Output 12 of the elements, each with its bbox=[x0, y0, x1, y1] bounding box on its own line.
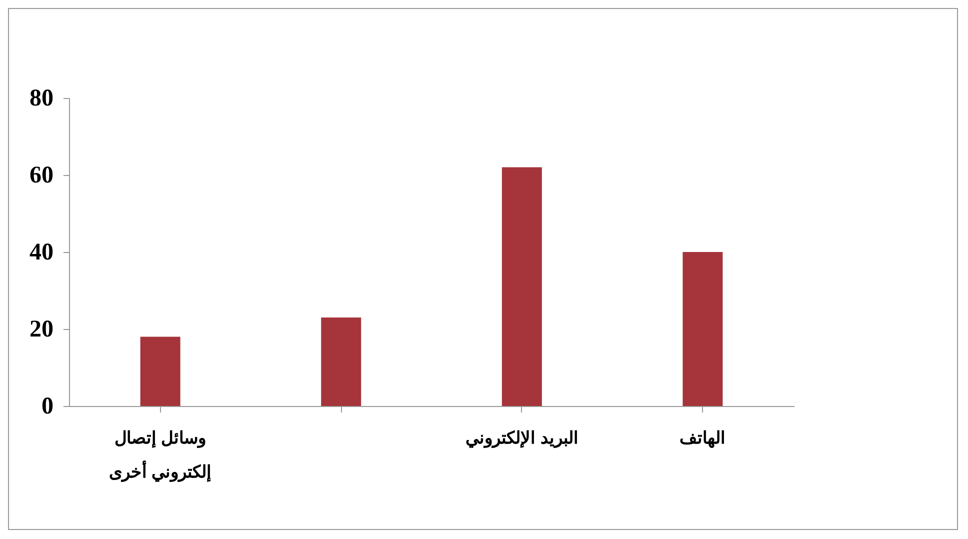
y-tick-label: 60 bbox=[30, 162, 54, 188]
y-tick-label: 40 bbox=[30, 240, 54, 266]
bar bbox=[321, 317, 362, 406]
y-tick-label: 0 bbox=[42, 394, 54, 420]
bar bbox=[682, 252, 723, 406]
bar bbox=[140, 336, 180, 406]
bar bbox=[502, 167, 542, 406]
y-tick-label: 20 bbox=[30, 316, 54, 342]
x-tick-label: البريد الإلكتروني bbox=[466, 428, 578, 448]
y-tick-label: 80 bbox=[30, 86, 54, 112]
x-tick-label: الهاتف bbox=[680, 428, 726, 448]
x-tick-label: وسائل إتصال إلكتروني أخرى bbox=[108, 428, 212, 482]
